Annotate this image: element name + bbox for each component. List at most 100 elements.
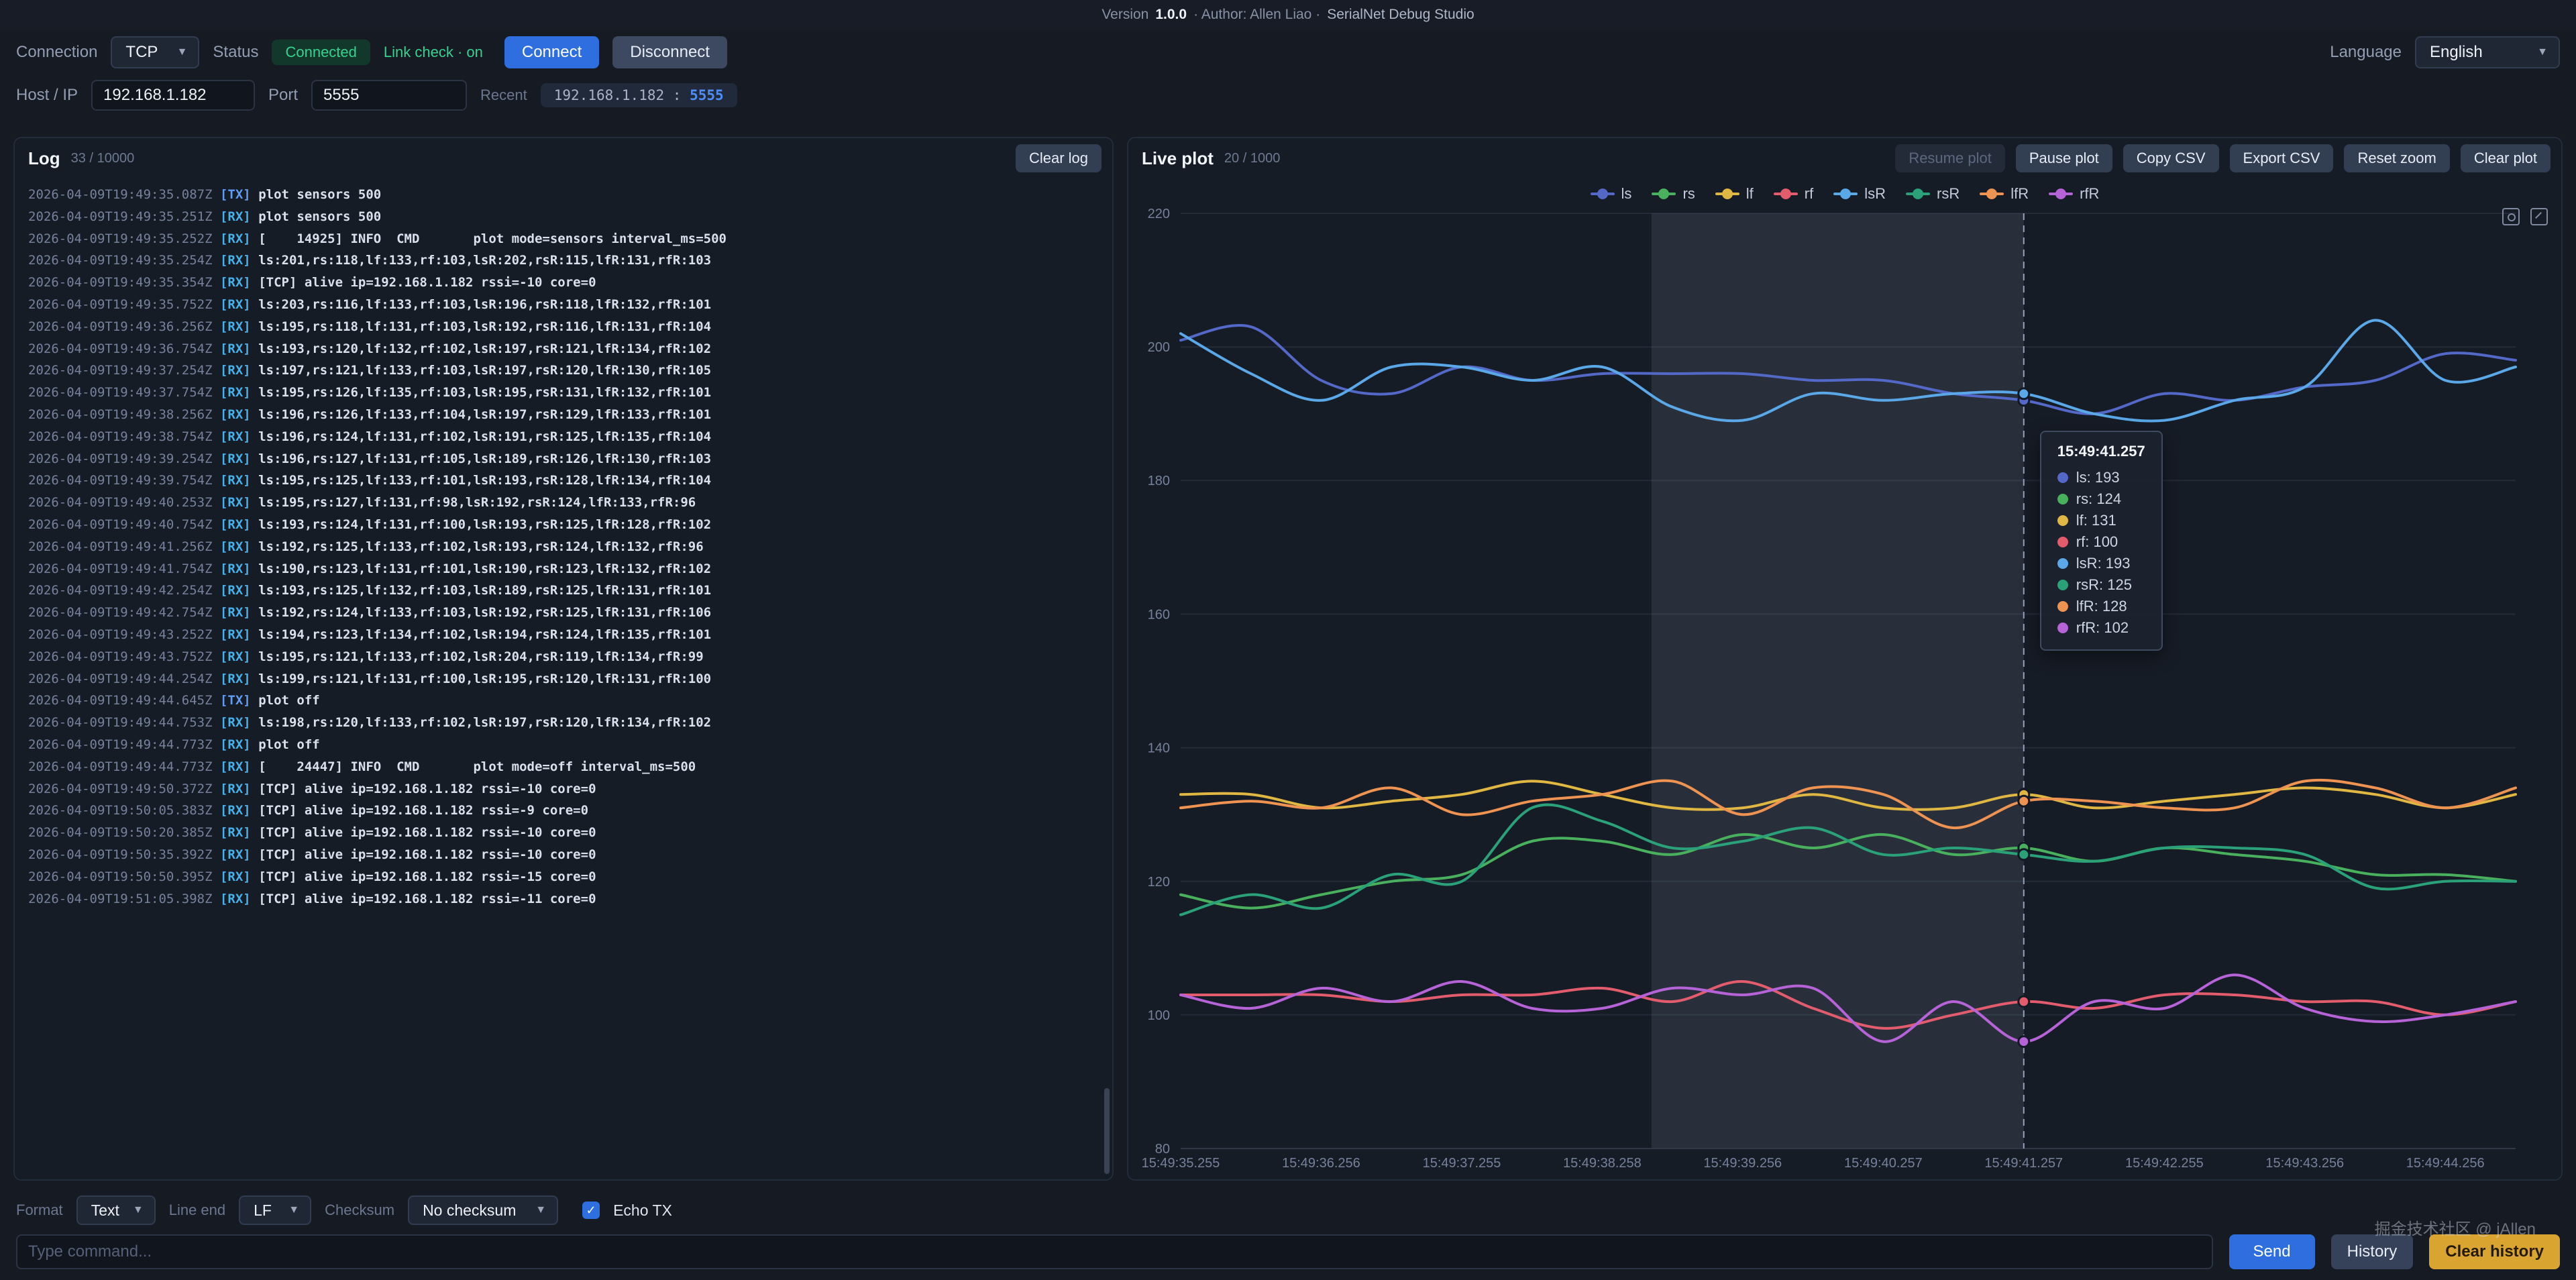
- log-message: ls:196,rs:127,lf:131,rf:105,lsR:189,rsR:…: [251, 451, 711, 466]
- zoom-select-icon[interactable]: [2502, 208, 2520, 225]
- log-timestamp: 2026-04-09T19:49:39.754Z: [28, 473, 220, 488]
- log-message: [ 24447] INFO CMD plot mode=off interval…: [251, 759, 696, 774]
- port-input[interactable]: [311, 80, 467, 111]
- legend-marker-icon: [1774, 187, 1798, 201]
- log-direction-tag: [RX]: [220, 825, 251, 840]
- log-direction-tag: [RX]: [220, 759, 251, 774]
- svg-text:15:49:37.255: 15:49:37.255: [1423, 1156, 1501, 1171]
- log-body: 2026-04-09T19:49:35.087Z [TX] plot senso…: [15, 178, 1112, 1179]
- language-select[interactable]: English ▼: [2415, 36, 2560, 68]
- legend-item-lf[interactable]: lf: [1715, 185, 1754, 203]
- log-timestamp: 2026-04-09T19:50:35.392Z: [28, 847, 220, 862]
- log-message: ls:195,rs:126,lf:135,rf:103,lsR:195,rsR:…: [251, 385, 711, 400]
- log-line: 2026-04-09T19:49:44.645Z [TX] plot off: [28, 690, 1099, 712]
- log-line: 2026-04-09T19:49:42.754Z [RX] ls:192,rs:…: [28, 602, 1099, 624]
- legend-item-rfR[interactable]: rfR: [2049, 185, 2099, 203]
- pause-plot-button[interactable]: Pause plot: [2016, 144, 2112, 172]
- host-input[interactable]: [91, 80, 255, 111]
- legend-item-lfR[interactable]: lfR: [1980, 185, 2029, 203]
- recent-connection-chip[interactable]: 192.168.1.182 : 5555: [541, 83, 737, 107]
- log-line: 2026-04-09T19:49:50.372Z [RX] [TCP] aliv…: [28, 778, 1099, 800]
- log-message: plot off: [251, 737, 320, 752]
- log-message: [TCP] alive ip=192.168.1.182 rssi=-10 co…: [251, 782, 596, 796]
- log-line: 2026-04-09T19:49:35.087Z [TX] plot senso…: [28, 184, 1099, 206]
- legend-label: rfR: [2080, 185, 2099, 203]
- connection-type-select[interactable]: TCP ▼: [111, 36, 199, 68]
- log-timestamp: 2026-04-09T19:49:38.256Z: [28, 407, 220, 422]
- line-end-select[interactable]: LF ▼: [239, 1195, 311, 1225]
- log-timestamp: 2026-04-09T19:49:35.251Z: [28, 209, 220, 224]
- log-direction-tag: [RX]: [220, 297, 251, 312]
- log-timestamp: 2026-04-09T19:49:39.254Z: [28, 451, 220, 466]
- command-row: Send History Clear history: [16, 1234, 2560, 1269]
- log-message: ls:195,rs:118,lf:131,rf:103,lsR:192,rsR:…: [251, 319, 711, 334]
- log-line: 2026-04-09T19:49:44.254Z [RX] ls:199,rs:…: [28, 668, 1099, 690]
- log-direction-tag: [RX]: [220, 495, 251, 510]
- svg-text:15:49:40.257: 15:49:40.257: [1844, 1156, 1923, 1171]
- log-timestamp: 2026-04-09T19:49:43.252Z: [28, 627, 220, 642]
- format-select[interactable]: Text ▼: [76, 1195, 156, 1225]
- legend-marker-icon: [1906, 187, 1930, 201]
- resume-plot-button[interactable]: Resume plot: [1895, 144, 2005, 172]
- legend-item-lsR[interactable]: lsR: [1833, 185, 1886, 203]
- checksum-select[interactable]: No checksum ▼: [408, 1195, 558, 1225]
- reset-zoom-button[interactable]: Reset zoom: [2344, 144, 2449, 172]
- log-direction-tag: [RX]: [220, 319, 251, 334]
- legend-item-rs[interactable]: rs: [1652, 185, 1695, 203]
- log-line: 2026-04-09T19:50:20.385Z [RX] [TCP] aliv…: [28, 822, 1099, 844]
- command-input[interactable]: [16, 1234, 2213, 1269]
- log-direction-tag: [RX]: [220, 605, 251, 620]
- log-timestamp: 2026-04-09T19:49:35.752Z: [28, 297, 220, 312]
- legend-label: ls: [1621, 185, 1632, 203]
- clear-plot-button[interactable]: Clear plot: [2461, 144, 2551, 172]
- log-message: [ 14925] INFO CMD plot mode=sensors inte…: [251, 231, 727, 246]
- log-direction-tag: [RX]: [220, 562, 251, 576]
- log-direction-tag: [RX]: [220, 473, 251, 488]
- zoom-restore-icon[interactable]: [2530, 208, 2548, 225]
- svg-text:160: 160: [1148, 607, 1170, 622]
- app-header: Version 1.0.0 · Author: Allen Liao · Ser…: [0, 0, 2576, 30]
- svg-text:15:49:35.255: 15:49:35.255: [1142, 1156, 1220, 1171]
- history-button[interactable]: History: [2331, 1234, 2414, 1269]
- log-message: [TCP] alive ip=192.168.1.182 rssi=-15 co…: [251, 869, 596, 884]
- legend-item-ls[interactable]: ls: [1591, 185, 1632, 203]
- svg-text:15:49:39.256: 15:49:39.256: [1703, 1156, 1782, 1171]
- plot-legend: ls rs lf rf lsR rsR lfR rfR: [1136, 185, 2553, 203]
- log-message: ls:195,rs:121,lf:133,rf:102,lsR:204,rsR:…: [251, 649, 704, 664]
- language-label: Language: [2330, 43, 2402, 62]
- legend-marker-icon: [1833, 187, 1858, 201]
- log-timestamp: 2026-04-09T19:49:35.252Z: [28, 231, 220, 246]
- log-line: 2026-04-09T19:50:05.383Z [RX] [TCP] aliv…: [28, 800, 1099, 822]
- version-value: 1.0.0: [1155, 7, 1187, 23]
- log-message: ls:193,rs:124,lf:131,rf:100,lsR:193,rsR:…: [251, 517, 711, 532]
- clear-log-button[interactable]: Clear log: [1016, 144, 1102, 172]
- legend-item-rsR[interactable]: rsR: [1906, 185, 1960, 203]
- live-plot-chart[interactable]: 8010012014016018020022015:49:35.25515:49…: [1136, 178, 2553, 1177]
- checksum-label: Checksum: [325, 1202, 394, 1219]
- address-toolbar: Host / IP Port Recent 192.168.1.182 : 55…: [0, 75, 2576, 115]
- log-timestamp: 2026-04-09T19:49:41.754Z: [28, 562, 220, 576]
- log-line: 2026-04-09T19:49:42.254Z [RX] ls:193,rs:…: [28, 580, 1099, 602]
- send-button[interactable]: Send: [2229, 1234, 2315, 1269]
- connect-button[interactable]: Connect: [504, 36, 599, 68]
- log-line: 2026-04-09T19:49:35.354Z [RX] [TCP] aliv…: [28, 272, 1099, 294]
- link-check-status: Link check · on: [384, 44, 483, 61]
- clear-history-button[interactable]: Clear history: [2429, 1234, 2560, 1269]
- chevron-down-icon: ▼: [288, 1204, 299, 1216]
- echo-tx-checkbox[interactable]: ✓: [582, 1202, 600, 1219]
- log-line: 2026-04-09T19:49:39.254Z [RX] ls:196,rs:…: [28, 448, 1099, 470]
- log-scrollbar-thumb[interactable]: [1104, 1088, 1110, 1174]
- log-message: [TCP] alive ip=192.168.1.182 rssi=-10 co…: [251, 825, 596, 840]
- log-line: 2026-04-09T19:49:39.754Z [RX] ls:195,rs:…: [28, 470, 1099, 492]
- legend-item-rf[interactable]: rf: [1774, 185, 1813, 203]
- log-message: ls:198,rs:120,lf:133,rf:102,lsR:197,rsR:…: [251, 715, 711, 730]
- log-message: ls:195,rs:127,lf:131,rf:98,lsR:192,rsR:1…: [251, 495, 696, 510]
- export-csv-button[interactable]: Export CSV: [2230, 144, 2334, 172]
- log-direction-tag: [TX]: [220, 693, 251, 708]
- line-end-value: LF: [254, 1202, 272, 1220]
- log-timestamp: 2026-04-09T19:49:35.254Z: [28, 253, 220, 268]
- chart-wrap: ls rs lf rf lsR rsR lfR rfR 8010012014016018020…: [1136, 178, 2553, 1177]
- legend-marker-icon: [1652, 187, 1676, 201]
- disconnect-button[interactable]: Disconnect: [612, 36, 727, 68]
- copy-csv-button[interactable]: Copy CSV: [2123, 144, 2219, 172]
